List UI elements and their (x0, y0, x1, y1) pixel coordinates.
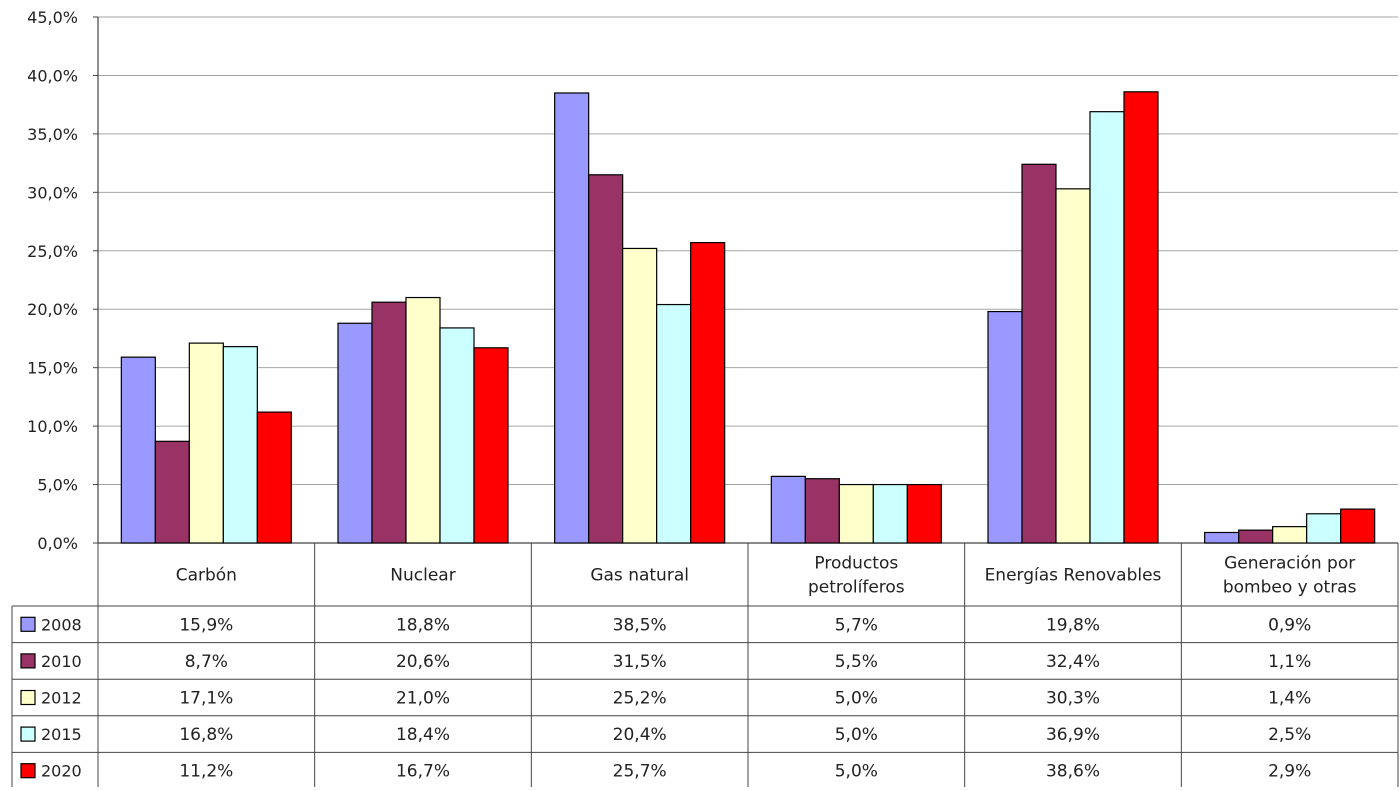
legend-key-2012 (20, 689, 36, 706)
bar-2008-4 (987, 310, 1023, 544)
data-label: 11,2% (179, 762, 233, 782)
data-label: 5,0% (835, 725, 878, 745)
data-label: 8,7% (185, 652, 228, 672)
legend-key-2008 (20, 616, 36, 632)
category-label: Productos (814, 554, 898, 574)
y-tick-label: 20,0% (27, 300, 78, 319)
data-label: 30,3% (1046, 689, 1100, 709)
data-label: 5,0% (835, 689, 878, 709)
y-tick-label: 0,0% (37, 534, 78, 553)
bar-2015-5 (1306, 513, 1342, 544)
legend-key-2020 (20, 763, 36, 779)
data-label: 0,9% (1268, 615, 1311, 635)
bar-2012-3 (838, 483, 874, 544)
bar-2010-3 (804, 478, 840, 544)
y-tick-label: 45,0% (27, 8, 78, 27)
data-label: 2,5% (1268, 725, 1311, 745)
y-tick-label: 15,0% (27, 359, 78, 378)
category-label: bombeo y otras (1223, 578, 1357, 598)
legend-label: 2020 (41, 762, 82, 781)
bar-2020-0 (256, 411, 292, 544)
y-tick-label: 25,0% (27, 242, 78, 261)
data-label: 25,7% (613, 762, 667, 782)
data-label: 1,4% (1268, 689, 1311, 709)
y-tick-label: 30,0% (27, 183, 78, 202)
y-tick-label: 10,0% (27, 417, 78, 436)
bar-2012-1 (405, 296, 441, 544)
data-label: 31,5% (613, 652, 667, 672)
bar-2008-0 (120, 356, 156, 544)
data-label: 36,9% (1046, 725, 1100, 745)
bar-2012-2 (622, 247, 658, 544)
bar-2020-5 (1340, 508, 1376, 544)
bar-2015-4 (1089, 111, 1125, 544)
data-label: 21,0% (396, 689, 450, 709)
y-tick-label: 35,0% (27, 125, 78, 144)
data-label: 38,5% (613, 615, 667, 635)
y-tick-label: 5,0% (37, 476, 78, 495)
bar-2020-2 (690, 241, 726, 544)
bar-2015-2 (656, 303, 692, 544)
bar-2010-5 (1238, 529, 1274, 544)
bar-2015-1 (439, 327, 475, 544)
bar-2012-5 (1272, 526, 1308, 544)
data-label: 5,7% (835, 615, 878, 635)
data-label: 20,4% (613, 725, 667, 745)
data-label: 19,8% (1046, 615, 1100, 635)
bar-2010-4 (1021, 163, 1057, 544)
legend-label: 2010 (41, 652, 82, 671)
data-label: 25,2% (613, 689, 667, 709)
bar-2020-1 (473, 347, 509, 544)
bar-2008-1 (337, 322, 373, 544)
bar-2015-3 (872, 483, 908, 544)
bar-2008-2 (554, 92, 590, 544)
data-label: 16,7% (396, 762, 450, 782)
data-label: 16,8% (179, 725, 233, 745)
legend-label: 2015 (41, 725, 82, 744)
data-label: 18,4% (396, 725, 450, 745)
data-label: 15,9% (179, 615, 233, 635)
data-label: 5,0% (835, 762, 878, 782)
bar-2010-0 (154, 440, 190, 544)
data-label: 1,1% (1268, 652, 1311, 672)
data-label: 18,8% (396, 615, 450, 635)
bar-2012-4 (1055, 188, 1091, 544)
bar-2015-0 (222, 346, 258, 544)
data-label: 17,1% (179, 689, 233, 709)
data-label: 32,4% (1046, 652, 1100, 672)
bar-2008-5 (1204, 531, 1240, 544)
data-label: 5,5% (835, 652, 878, 672)
data-label: 20,6% (396, 652, 450, 672)
bar-2008-3 (770, 475, 806, 544)
bar-2020-4 (1123, 91, 1159, 544)
category-label: Nuclear (390, 566, 455, 586)
bar-2012-0 (188, 342, 224, 544)
category-label: petrolíferos (808, 578, 905, 598)
bar-2020-3 (906, 483, 942, 544)
data-label: 2,9% (1268, 762, 1311, 782)
legend-key-2015 (20, 726, 36, 742)
plot-area (98, 17, 1398, 543)
legend-label: 2008 (41, 615, 82, 634)
category-label: Energías Renovables (985, 566, 1162, 586)
bar-2010-1 (371, 301, 407, 544)
legend-key-2010 (20, 653, 36, 669)
bar-2010-2 (588, 174, 624, 544)
y-tick-label: 40,0% (27, 66, 78, 85)
data-label: 38,6% (1046, 762, 1100, 782)
category-label: Carbón (176, 566, 237, 586)
category-label: Generación por (1224, 554, 1355, 574)
category-label: Gas natural (590, 566, 689, 586)
legend-label: 2012 (41, 689, 82, 708)
